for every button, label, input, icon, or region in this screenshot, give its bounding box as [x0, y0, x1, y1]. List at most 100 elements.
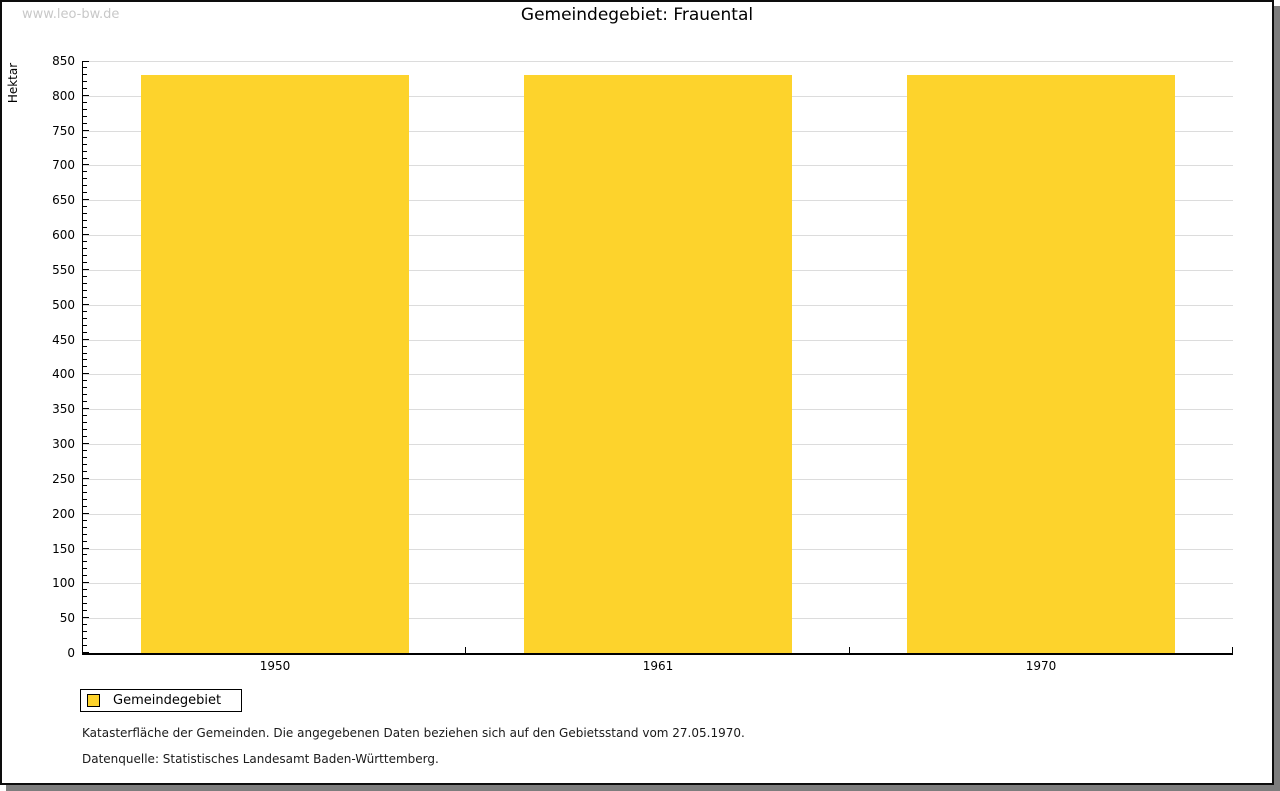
y-minor-tick	[83, 178, 87, 179]
y-minor-tick	[83, 227, 87, 228]
y-minor-tick	[83, 624, 87, 625]
y-minor-tick	[83, 527, 87, 528]
y-major-tick	[83, 304, 89, 305]
y-minor-tick	[83, 520, 87, 521]
y-minor-tick	[83, 241, 87, 242]
y-minor-tick	[83, 283, 87, 284]
y-tick-label: 200	[52, 507, 75, 521]
y-minor-tick	[83, 492, 87, 493]
y-major-tick	[83, 234, 89, 235]
gridline	[83, 61, 1233, 62]
y-tick-label: 550	[52, 263, 75, 277]
y-minor-tick	[83, 401, 87, 402]
y-minor-tick	[83, 485, 87, 486]
y-minor-tick	[83, 102, 87, 103]
y-minor-tick	[83, 116, 87, 117]
y-minor-tick	[83, 457, 87, 458]
y-minor-tick	[83, 311, 87, 312]
plot-area: 0 50 100 150 200 250 300 350 400 450 500 550 600 650 7…	[52, 54, 1233, 673]
y-tick-label: 850	[52, 54, 75, 68]
y-minor-tick	[83, 610, 87, 611]
bar	[907, 75, 1175, 653]
y-major-tick	[83, 164, 89, 165]
legend: Gemeindegebiet	[80, 689, 243, 712]
y-minor-tick	[83, 471, 87, 472]
y-minor-tick	[83, 213, 87, 214]
y-major-tick	[83, 443, 89, 444]
y-major-tick	[83, 478, 89, 479]
y-minor-tick	[83, 589, 87, 590]
y-minor-tick	[83, 506, 87, 507]
y-minor-tick	[83, 318, 87, 319]
bar	[524, 75, 792, 653]
legend-swatch-icon	[87, 694, 100, 707]
x-category-label: 1961	[642, 659, 674, 673]
x-boundary-tick	[1232, 647, 1233, 653]
y-minor-tick	[83, 74, 87, 75]
y-minor-tick	[83, 394, 87, 395]
y-tick-label: 150	[52, 542, 75, 556]
y-major-tick	[83, 582, 89, 583]
y-major-tick	[83, 513, 89, 514]
watermark: www.leo-bw.de	[22, 7, 120, 22]
bar	[141, 75, 409, 653]
y-axis-title: Hektar	[6, 62, 20, 104]
footnote-data-source: Datenquelle: Statistisches Landesamt Bad…	[82, 752, 439, 766]
y-minor-tick	[83, 192, 87, 193]
y-major-tick	[83, 269, 89, 270]
x-category-label: 1950	[259, 659, 291, 673]
y-minor-tick	[83, 541, 87, 542]
y-tick-label: 800	[52, 89, 75, 103]
y-minor-tick	[83, 631, 87, 632]
y-minor-tick	[83, 276, 87, 277]
y-minor-tick	[83, 387, 87, 388]
y-minor-tick	[83, 346, 87, 347]
y-minor-tick	[83, 554, 87, 555]
y-major-tick	[83, 339, 89, 340]
y-minor-tick	[83, 332, 87, 333]
y-minor-tick	[83, 415, 87, 416]
y-minor-tick	[83, 366, 87, 367]
y-minor-tick	[83, 220, 87, 221]
y-minor-tick	[83, 561, 87, 562]
y-minor-tick	[83, 67, 87, 68]
x-boundary-tick	[465, 647, 466, 653]
y-minor-tick	[83, 596, 87, 597]
y-minor-tick	[83, 206, 87, 207]
y-minor-tick	[83, 380, 87, 381]
y-minor-tick	[83, 185, 87, 186]
y-tick-label: 100	[52, 576, 75, 590]
y-minor-tick	[83, 255, 87, 256]
x-category-label: 1970	[1025, 659, 1057, 673]
y-minor-tick	[83, 248, 87, 249]
y-minor-tick	[83, 645, 87, 646]
y-minor-tick	[83, 603, 87, 604]
y-major-tick	[83, 408, 89, 409]
y-tick-label: 50	[59, 611, 75, 625]
y-minor-tick	[83, 81, 87, 82]
y-major-tick	[83, 548, 89, 549]
y-major-tick	[83, 61, 89, 62]
y-minor-tick	[83, 568, 87, 569]
y-tick-label: 750	[52, 124, 75, 138]
y-tick-label: 0	[67, 646, 75, 660]
y-minor-tick	[83, 575, 87, 576]
y-major-tick	[83, 373, 89, 374]
y-minor-tick	[83, 422, 87, 423]
y-major-tick	[83, 199, 89, 200]
y-tick-label: 250	[52, 472, 75, 486]
y-minor-tick	[83, 297, 87, 298]
y-minor-tick	[83, 88, 87, 89]
y-minor-tick	[83, 137, 87, 138]
y-minor-tick	[83, 534, 87, 535]
y-major-tick	[83, 652, 89, 653]
y-tick-label: 300	[52, 437, 75, 451]
y-tick-label: 700	[52, 158, 75, 172]
y-major-tick	[83, 617, 89, 618]
legend-label: Gemeindegebiet	[113, 693, 222, 708]
y-minor-tick	[83, 429, 87, 430]
y-minor-tick	[83, 464, 87, 465]
y-tick-label: 650	[52, 193, 75, 207]
y-tick-label: 350	[52, 402, 75, 416]
